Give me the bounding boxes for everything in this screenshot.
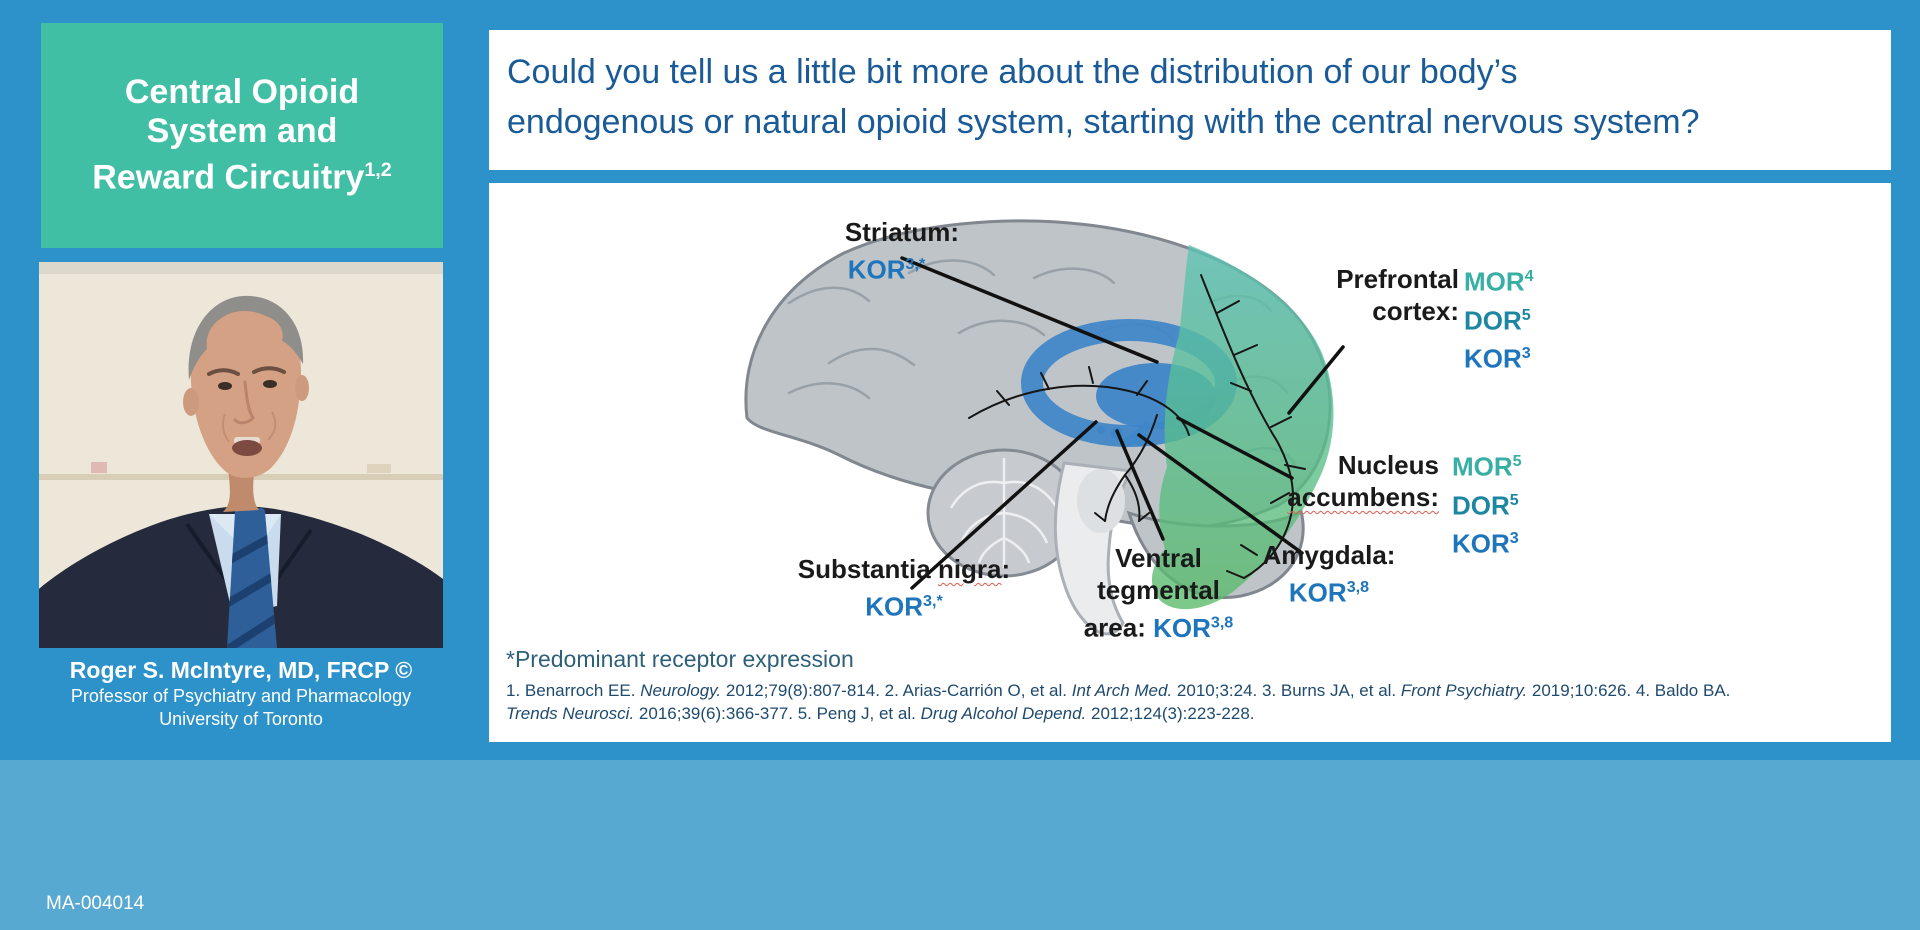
speaker-portrait [39, 262, 443, 648]
ventral-tegmental-area-pointer-line [1115, 429, 1165, 541]
speaker-info: Roger S. McIntyre, MD, FRCP © Professor … [10, 655, 472, 731]
prefrontal-cortex-receptors: MOR4 DOR5 KOR3 [1464, 266, 1534, 374]
label-nucleus-accumbens: Nucleus accumbens: [1287, 450, 1439, 512]
label-striatum: Striatum: KOR3,* [814, 216, 959, 287]
nucleus-accumbens-receptors: MOR5 DOR5 KOR3 [1452, 451, 1522, 559]
label-amygdala: Amygdala: KOR3,8 [1259, 539, 1399, 610]
label-substantia-nigra: Substantia nigra: KOR3,* [789, 553, 1019, 624]
material-code: MA-004014 [46, 893, 145, 914]
slide-title-line: System and [146, 112, 338, 151]
label-ventral-tegmental-area: Ventral tegmental area: KOR3,8 [1081, 542, 1236, 645]
substantia-nigra-receptors: KOR3,* [865, 591, 943, 622]
prefrontal-cortex-pointer-line [1287, 345, 1345, 415]
slide-title-line: Central Opioid [124, 73, 360, 112]
title-reference-superscript: 1,2 [364, 159, 392, 182]
nucleus-accumbens-pointer-line [1176, 416, 1294, 480]
question-banner: Could you tell us a little bit more abou… [489, 30, 1891, 170]
footnote: *Predominant receptor expression [506, 646, 854, 672]
amygdala-pointer-line [1137, 433, 1304, 555]
question-text: Could you tell us a little bit more abou… [507, 53, 1700, 141]
brain-illustration [744, 219, 1345, 636]
striatum-receptors: KOR3,* [847, 254, 926, 285]
reference-line: Trends Neurosci. 2016;39(6):366-377. 5. … [506, 704, 1255, 723]
slide-title-line: Reward Circuitry1,2 [92, 158, 392, 197]
ventral-tegmental-area-receptors: area: KOR3,8 [1083, 612, 1234, 643]
substantia-nigra-pointer-line [910, 420, 1098, 590]
speaker-name: Roger S. McIntyre, MD, FRCP © [69, 657, 413, 683]
speaker-affiliation: University of Toronto [159, 709, 323, 729]
brain-diagram-panel: Striatum: KOR3,* Prefrontal cortex: MOR4… [489, 183, 1891, 742]
pointer-lines [900, 256, 1345, 590]
label-prefrontal-cortex: Prefrontal cortex: [1336, 264, 1459, 326]
striatum-pointer-line [900, 256, 1159, 364]
amygdala-receptors: KOR3,8 [1288, 577, 1370, 608]
speaker-role: Professor of Psychiatry and Pharmacology [70, 686, 412, 706]
slide-title-box: Central Opioid System and Reward Circuit… [41, 23, 443, 248]
reference-line: 1. Benarroch EE. Neurology. 2012;79(8):8… [506, 681, 1731, 700]
speaker-video[interactable] [39, 262, 443, 648]
references: 1. Benarroch EE. Neurology. 2012;79(8):8… [506, 679, 1730, 725]
neuron-branches [968, 274, 1306, 579]
bottom-band [0, 760, 1920, 930]
